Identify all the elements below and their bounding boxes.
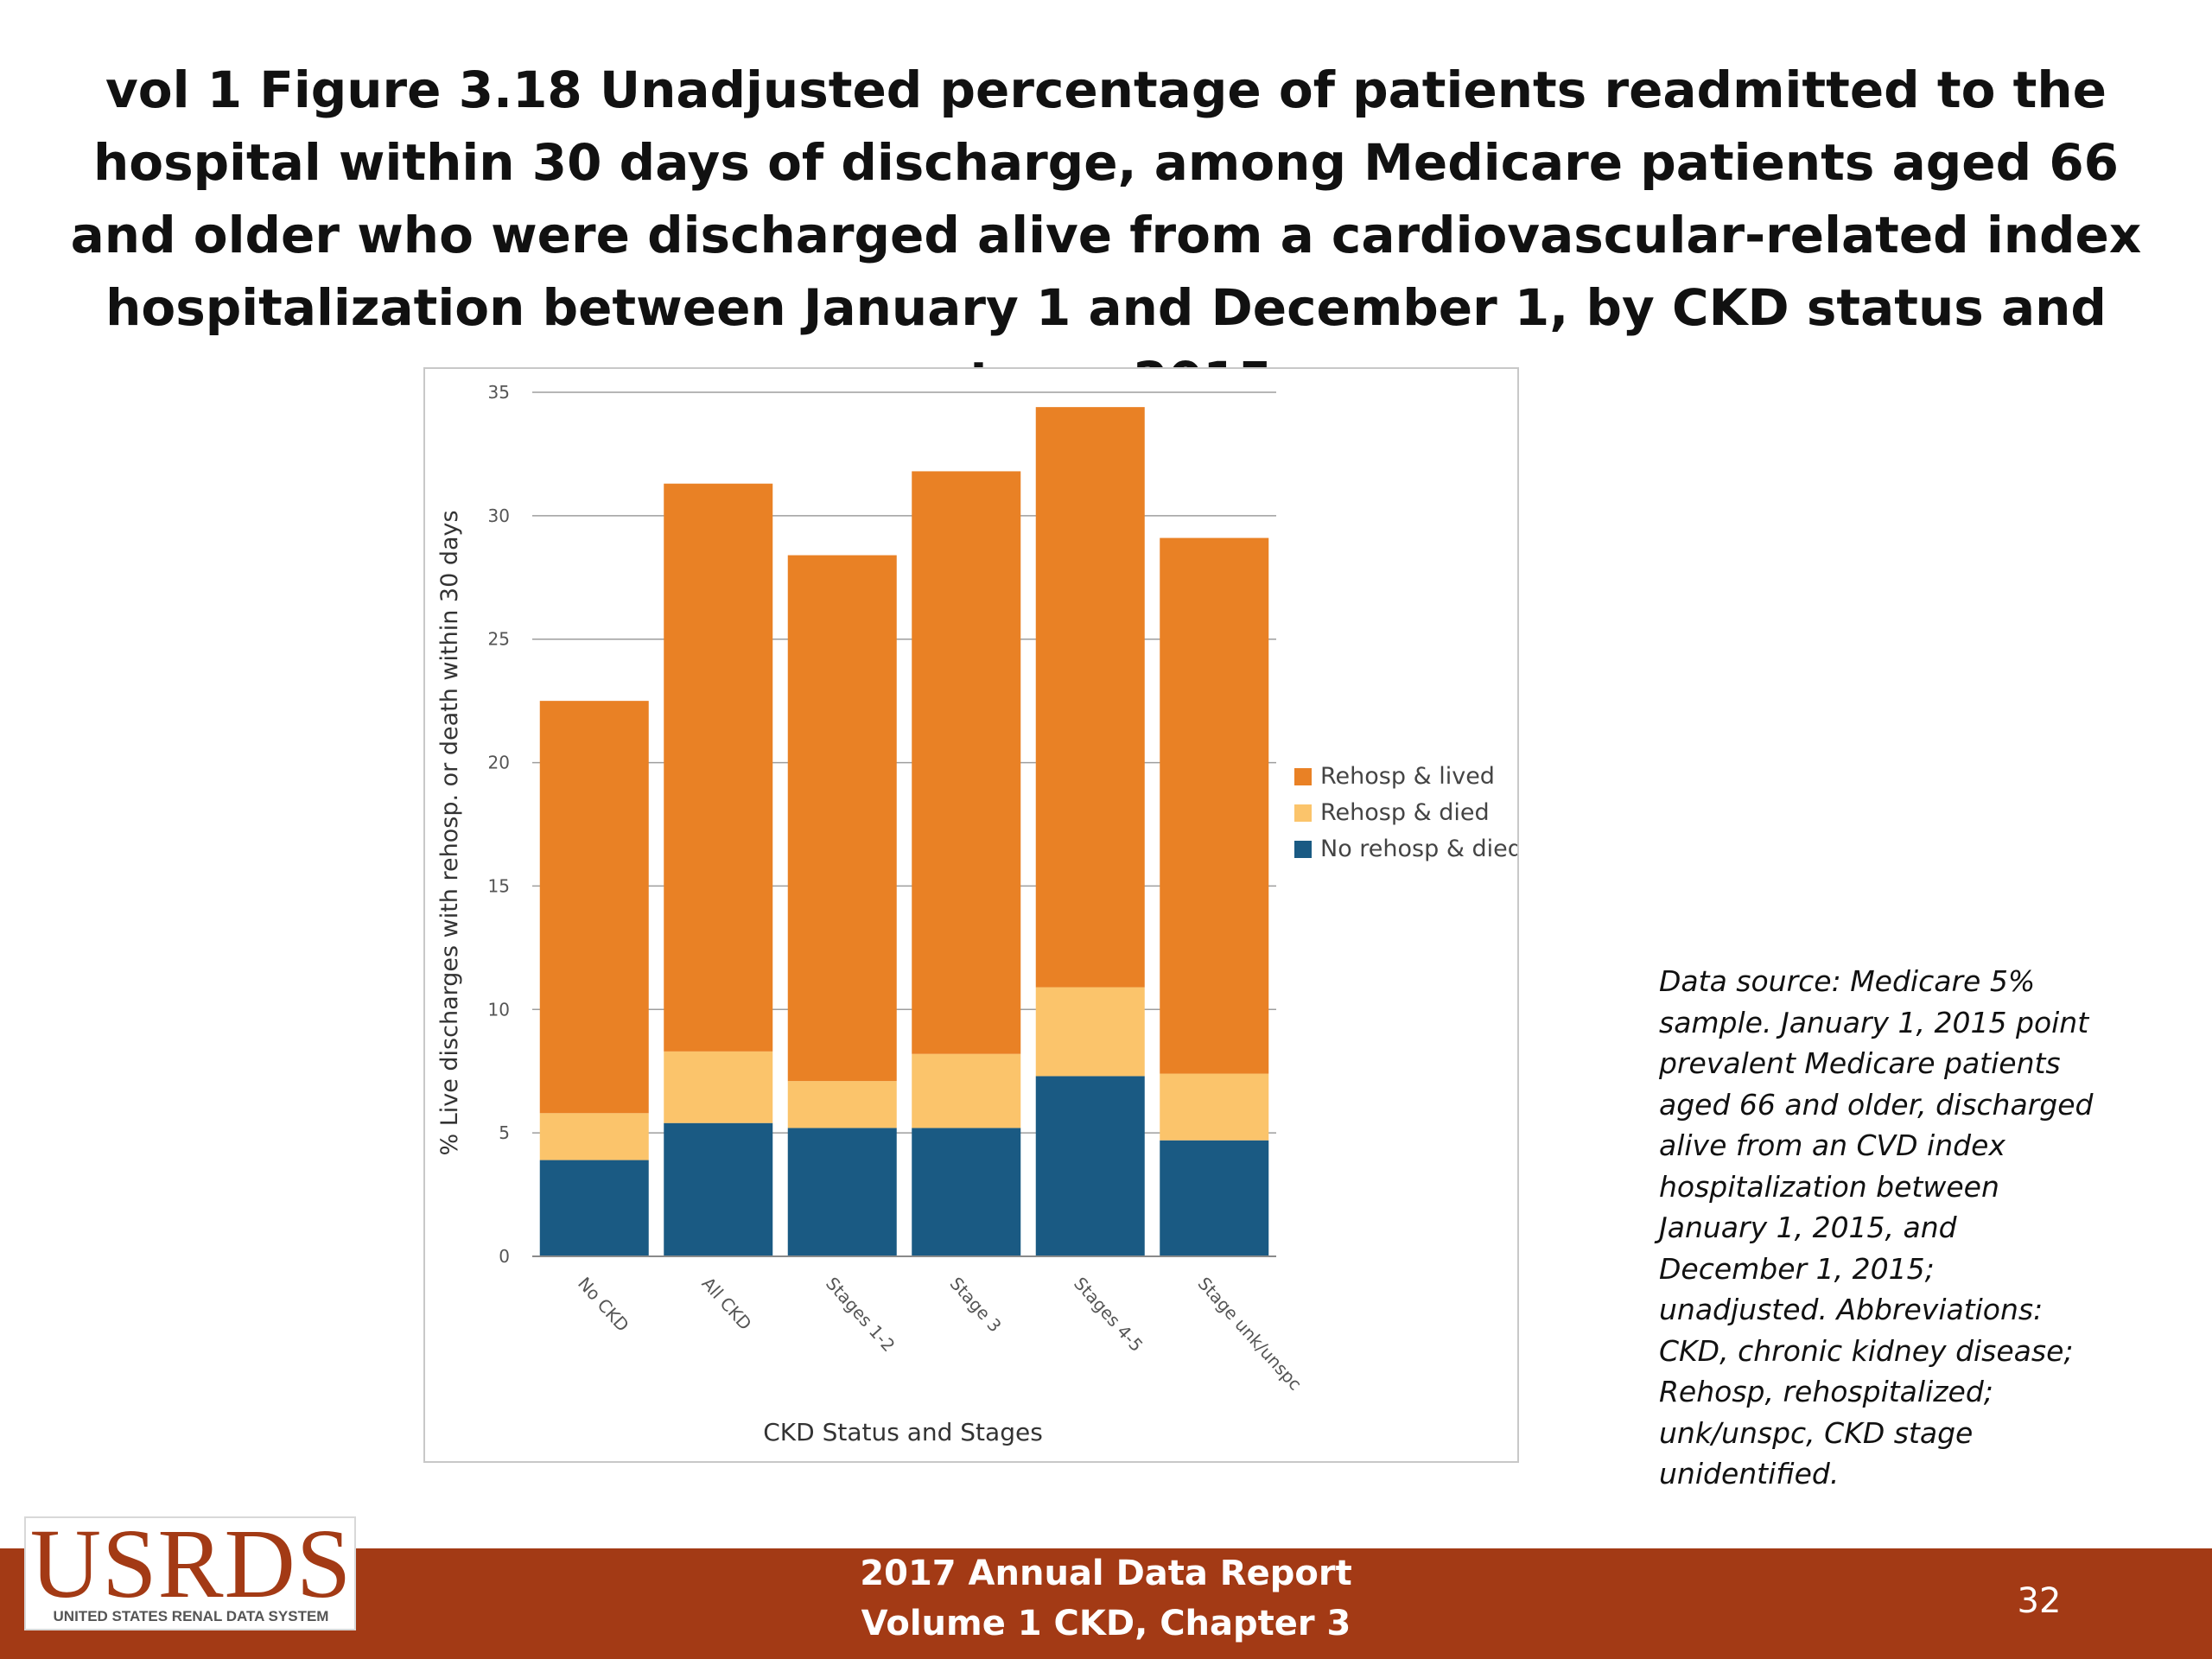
bar-segment <box>787 555 897 1082</box>
data-source-note: Data source: Medicare 5% sample. January… <box>1659 964 2094 1491</box>
y-tick-label: 30 <box>488 505 510 526</box>
bar-segment <box>912 471 1021 1054</box>
logo-wordmark: USRDS <box>29 1509 353 1618</box>
legend-swatch <box>1294 841 1312 858</box>
legend-label: Rehosp & lived <box>1320 763 1495 790</box>
bar-segment <box>787 1081 897 1128</box>
slide-title: vol 1 Figure 3.18 Unadjusted percentage … <box>70 60 2142 410</box>
bar-segment <box>1160 1140 1269 1256</box>
chart-svg: 0 5 10 15 20 25 30 35 No CKD All CKD Stages 1-2 Sta… <box>436 382 1517 1446</box>
y-tick-label: 25 <box>488 629 510 650</box>
bar-segment <box>912 1053 1021 1128</box>
bar-segment <box>539 1160 649 1256</box>
page-number: 32 <box>2017 1581 2062 1621</box>
legend-label: Rehosp & died <box>1320 799 1490 826</box>
bar-segment <box>912 1128 1021 1256</box>
x-tick-label: No CKD <box>574 1273 633 1336</box>
bar-segment <box>664 483 773 1052</box>
x-tick-label: Stage unk/unspc <box>1194 1273 1306 1394</box>
x-tick-label: Stages 1-2 <box>822 1273 899 1356</box>
y-tick-label: 35 <box>488 382 510 403</box>
x-axis-title: CKD Status and Stages <box>763 1418 1043 1446</box>
bar-segment <box>1035 407 1145 988</box>
logo-subtext: UNITED STATES RENAL DATA SYSTEM <box>53 1608 329 1624</box>
bar-segment <box>787 1128 897 1256</box>
bar-segment <box>1035 987 1145 1077</box>
bar-segment <box>1035 1076 1145 1256</box>
bar-segment <box>539 701 649 1114</box>
footer-volume-chapter: Volume 1 CKD, Chapter 3 <box>861 1604 1351 1643</box>
footer-report-title: 2017 Annual Data Report <box>860 1554 1352 1593</box>
x-tick-label: All CKD <box>698 1273 756 1334</box>
bar-segment <box>664 1122 773 1256</box>
legend-swatch <box>1294 768 1312 785</box>
usrds-logo: USRDS UNITED STATES RENAL DATA SYSTEM <box>24 1509 356 1630</box>
legend-label: No rehosp & died <box>1320 836 1517 862</box>
y-tick-label: 5 <box>499 1122 510 1143</box>
bar-segment <box>1160 1073 1269 1141</box>
chart-frame: 0 5 10 15 20 25 30 35 No CKD All CKD Stages 1-2 Sta… <box>423 367 1519 1463</box>
x-tick-label: Stage 3 <box>946 1273 1006 1336</box>
bar-segment <box>539 1113 649 1160</box>
y-tick-label: 20 <box>488 753 510 773</box>
y-tick-label: 10 <box>488 999 510 1020</box>
bar-segment <box>1160 537 1269 1074</box>
legend-swatch <box>1294 804 1312 822</box>
y-axis-title: % Live discharges with rehosp. or death … <box>436 510 463 1155</box>
footer-bar <box>0 1548 2212 1659</box>
y-tick-label: 0 <box>499 1246 510 1267</box>
bar-segment <box>664 1051 773 1123</box>
x-tick-label: Stages 4-5 <box>1070 1273 1147 1356</box>
y-tick-label: 15 <box>488 875 510 896</box>
